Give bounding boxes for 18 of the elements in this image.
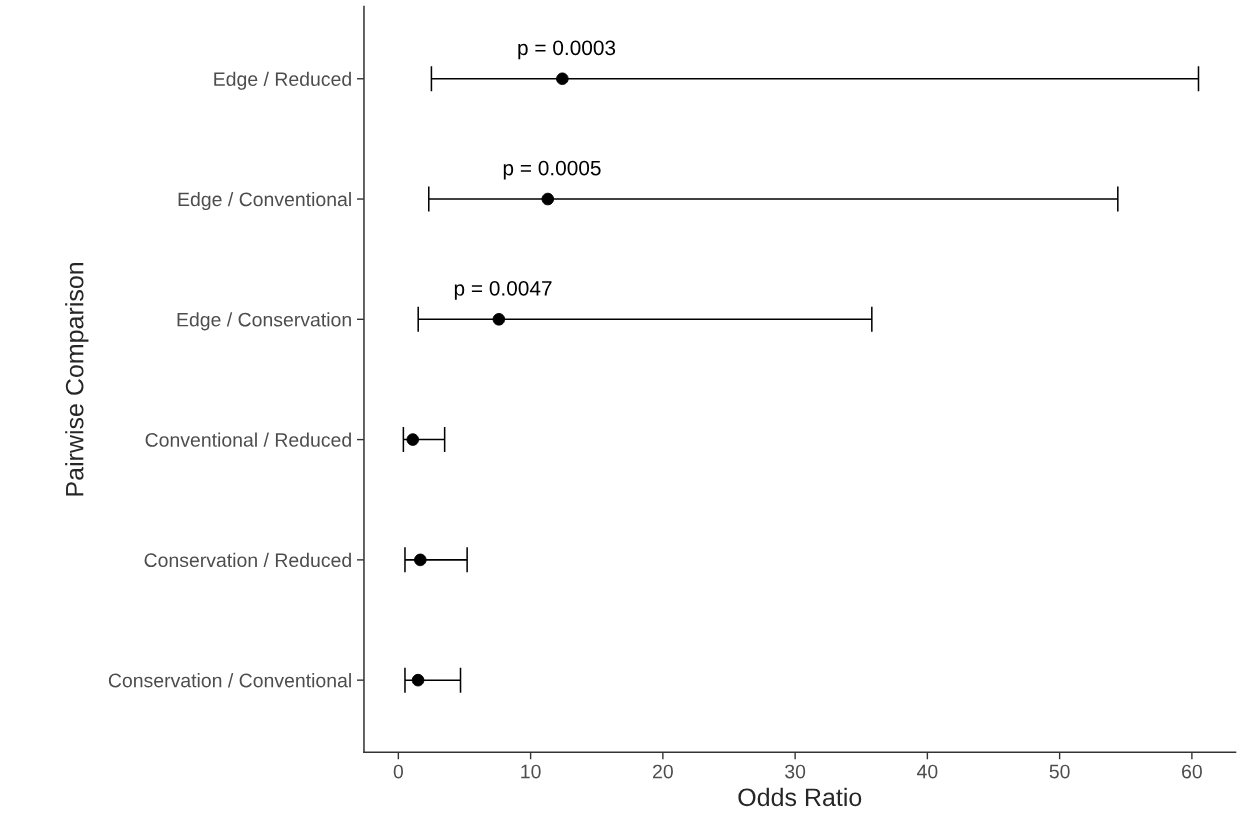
y-tick-label: Edge / Conservation (177, 312, 351, 331)
annotation: p = 0.0047 (454, 281, 552, 300)
x-tick-label: 30 (785, 764, 806, 779)
y-tick-label: Conservation / Reduced (144, 552, 351, 568)
annotation: p = 0.0003 (518, 40, 616, 60)
x-tick-label: 10 (521, 764, 541, 779)
y-tick-label: Conservation / Conventional (108, 673, 351, 688)
y-tick-label: Conventional / Reduced (145, 432, 351, 447)
x-axis-title: Odds Ratio (738, 787, 862, 807)
x-tick-label: 20 (653, 764, 673, 779)
x-tick-label: 0 (393, 764, 403, 779)
y-axis-title: Pairwise Comparison (65, 262, 89, 496)
y-tick-label: Edge / Reduced (214, 71, 351, 90)
x-tick-label: 60 (1182, 764, 1202, 779)
x-tick-label: 50 (1049, 764, 1070, 779)
y-tick-label: Edge / Conventional (178, 191, 351, 211)
x-tick-label: 40 (917, 764, 938, 779)
annotation: p = 0.0005 (503, 160, 601, 180)
